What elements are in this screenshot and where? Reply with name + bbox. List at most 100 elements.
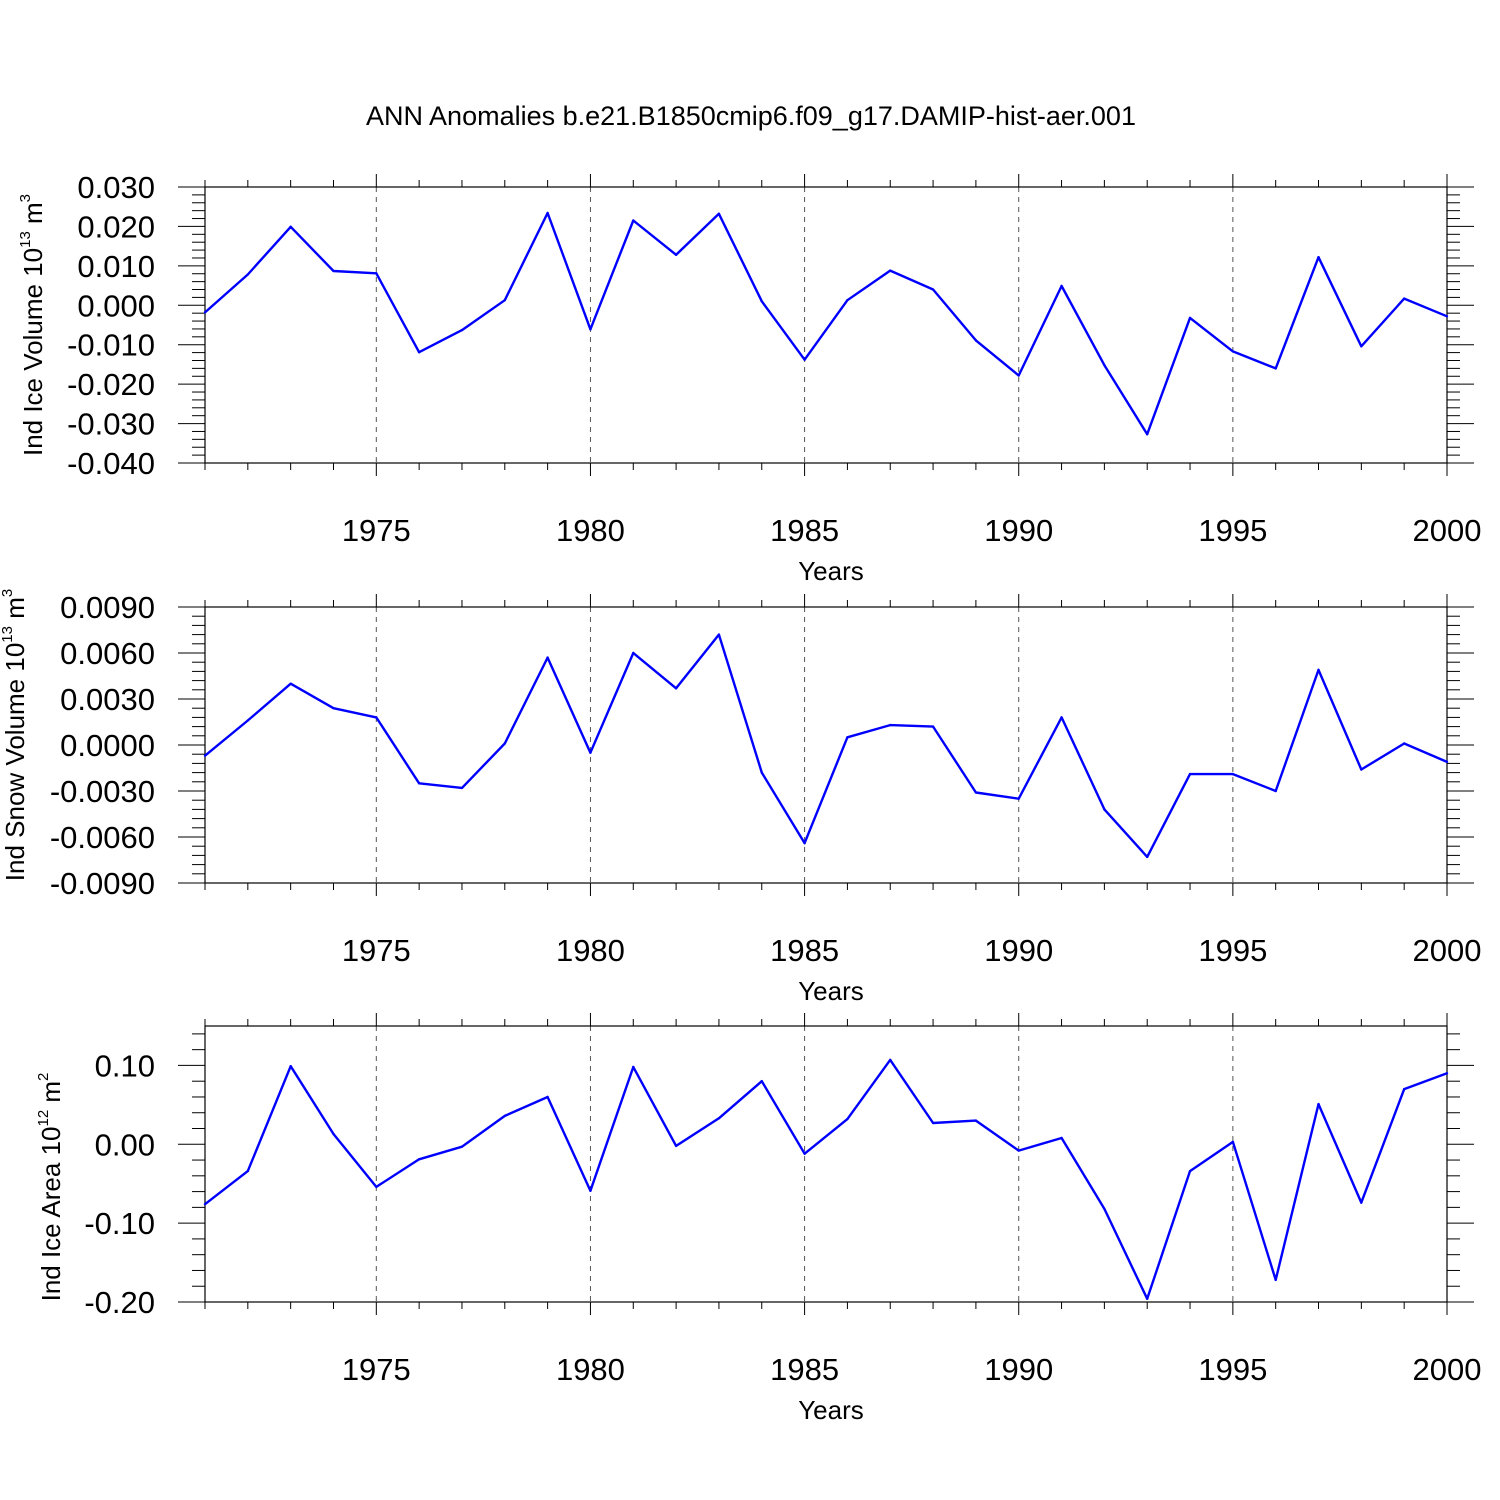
data-point (1103, 1207, 1106, 1211)
data-point (417, 351, 421, 354)
x-tick-label: 1985 (770, 933, 839, 968)
y-axis-title: Ind Ice Area 1012 m2 (35, 1073, 66, 1302)
data-point (846, 1117, 849, 1121)
data-point (760, 1080, 763, 1083)
y-axis-title-unit: m (18, 202, 48, 231)
data-point (1445, 315, 1449, 318)
data-point (674, 1144, 678, 1148)
data-point (1317, 255, 1320, 259)
y-axis-title: Ind Ice Volume 1013 m3 (17, 194, 48, 456)
data-point (289, 1065, 292, 1068)
data-point (1231, 1140, 1235, 1144)
x-tick-label: 1985 (770, 513, 839, 548)
data-point (375, 716, 378, 719)
data-point (1445, 1072, 1449, 1075)
x-tick-label: 1990 (984, 1352, 1053, 1387)
data-point (1445, 760, 1449, 764)
y-tick-label: -0.020 (67, 367, 155, 402)
panel-1: 1975 1980 1985 1990 1995 2000 Years -0.040 -0.03… (17, 170, 1481, 586)
data-point (632, 1065, 635, 1069)
data-point (632, 651, 635, 655)
y-tick-label: -0.10 (84, 1206, 155, 1241)
data-point (846, 298, 849, 302)
data-point (1360, 768, 1363, 771)
y-tick-label: -0.030 (67, 407, 155, 442)
data-point (1402, 1087, 1406, 1091)
data-point (417, 1158, 421, 1161)
data-point (1188, 316, 1192, 320)
data-point (1188, 772, 1192, 776)
data-point (546, 1095, 549, 1099)
y-axis-title-unit: m (36, 1081, 66, 1110)
data-point (203, 311, 207, 314)
data-point (503, 298, 506, 302)
y-axis-title-main: Ind Snow Volume 10 (0, 643, 30, 882)
x-tick-label: 1990 (984, 933, 1053, 968)
data-point (974, 1119, 978, 1122)
data-point (1060, 716, 1063, 719)
y-tick-label: 0.10 (95, 1048, 155, 1083)
y-tick-label: -0.0030 (50, 774, 155, 809)
x-tick-label: 1980 (556, 1352, 625, 1387)
data-point (589, 328, 592, 331)
data-point (1402, 297, 1406, 300)
data-point (289, 225, 292, 229)
data-point (375, 1185, 378, 1189)
data-point (1103, 808, 1106, 811)
data-point (203, 754, 207, 757)
chart-title: ANN Anomalies b.e21.B1850cmip6.f09_g17.D… (366, 101, 1136, 131)
data-point (889, 723, 892, 727)
data-point (289, 682, 292, 685)
data-point (1317, 1102, 1320, 1106)
data-point (1017, 374, 1020, 377)
data-point (974, 339, 978, 342)
y-tick-label: 0.010 (77, 249, 155, 284)
y-tick-label: 0.0060 (60, 636, 155, 671)
y-tick-label: -0.0060 (50, 820, 155, 855)
x-axis-title: Years (798, 1395, 864, 1425)
y-axis-title-unit-exponent: 3 (17, 194, 34, 202)
data-point (889, 1058, 892, 1062)
data-point (717, 633, 721, 636)
data-point (717, 1117, 721, 1120)
data-point (1274, 1278, 1277, 1282)
data-point (546, 656, 549, 659)
data-point (717, 212, 721, 216)
x-tick-label: 2000 (1413, 1352, 1482, 1387)
data-point (931, 725, 935, 728)
data-point (332, 707, 335, 710)
data-point (1017, 797, 1020, 800)
data-point (546, 211, 549, 215)
y-axis-title-exponent: 13 (0, 626, 16, 643)
series-line (204, 211, 1448, 436)
panel-3: 1975 1980 1985 1990 1995 2000 Years -0.20 -0.10 0… (35, 1013, 1481, 1425)
data-point (1317, 668, 1320, 672)
x-tick-label: 1975 (342, 513, 411, 548)
data-point (503, 742, 506, 745)
x-tick-label: 1980 (556, 513, 625, 548)
y-axis-title-exponent: 13 (17, 231, 34, 248)
data-point (974, 791, 978, 794)
y-axis-title-main: Ind Ice Area 10 (36, 1127, 66, 1302)
data-point (460, 1145, 464, 1148)
data-point (1060, 1136, 1063, 1140)
x-tick-label: 1975 (342, 1352, 411, 1387)
y-tick-label: 0.0090 (60, 590, 155, 625)
data-point (332, 269, 335, 273)
data-point (846, 736, 849, 739)
data-point (589, 751, 592, 754)
data-point (1146, 1297, 1149, 1301)
data-point (931, 1121, 935, 1125)
x-tick-label: 1990 (984, 513, 1053, 548)
x-tick-label: 1980 (556, 933, 625, 968)
data-point (674, 253, 678, 257)
y-axis-title-exponent: 12 (35, 1110, 52, 1127)
y-axis-title-unit-exponent: 3 (0, 589, 16, 597)
data-point (203, 1203, 207, 1206)
data-point (632, 219, 635, 222)
data-point (1188, 1169, 1192, 1173)
data-point (1060, 284, 1063, 288)
y-tick-label: 0.030 (77, 170, 155, 205)
data-point (889, 269, 892, 272)
data-point (1146, 855, 1149, 859)
